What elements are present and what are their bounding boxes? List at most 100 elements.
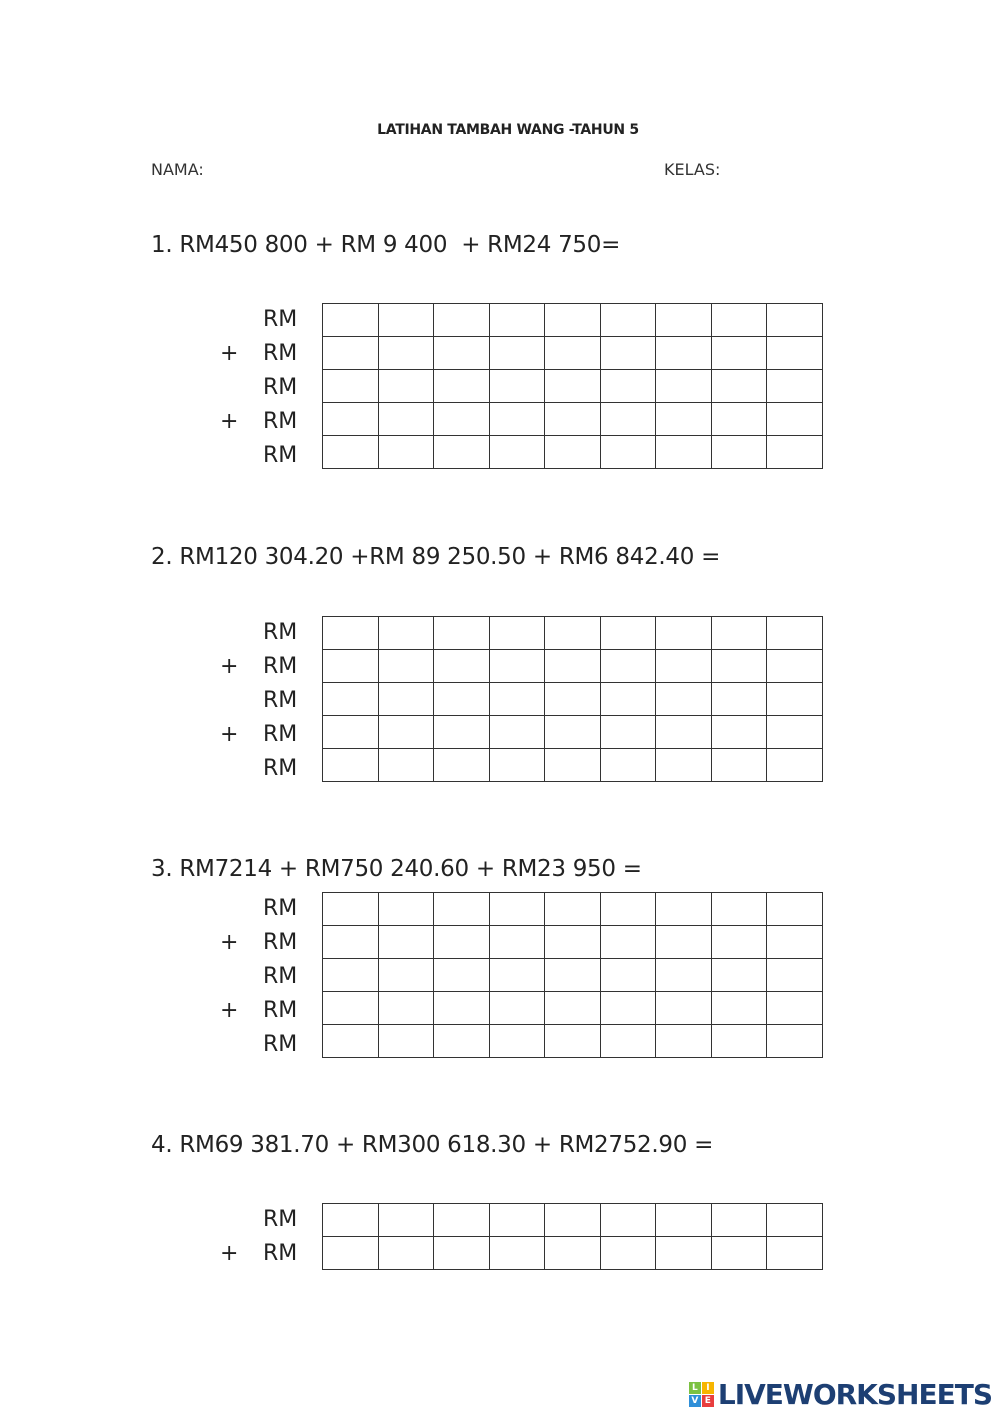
answer-cell[interactable] [545,617,601,650]
answer-cell[interactable] [323,716,379,749]
answer-cell[interactable] [600,1204,657,1237]
answer-cell[interactable] [323,749,379,782]
answer-cell[interactable] [323,436,379,469]
answer-cell[interactable] [656,1204,712,1237]
answer-cell[interactable] [323,893,379,926]
answer-cell[interactable] [767,1237,823,1270]
answer-cell[interactable] [711,959,768,992]
answer-cell[interactable] [600,1025,657,1058]
answer-cell[interactable] [545,1237,601,1270]
answer-cell[interactable] [767,683,823,716]
answer-cell[interactable] [489,749,546,782]
answer-cell[interactable] [711,749,768,782]
answer-cell[interactable] [545,926,601,959]
answer-cell[interactable] [545,959,601,992]
answer-cell[interactable] [600,617,657,650]
answer-cell[interactable] [545,436,601,469]
answer-cell[interactable] [323,683,379,716]
answer-cell[interactable] [600,650,657,683]
answer-cell[interactable] [545,893,601,926]
answer-cell[interactable] [489,1204,546,1237]
answer-cell[interactable] [323,304,379,337]
answer-cell[interactable] [545,403,601,436]
answer-cell[interactable] [378,370,435,403]
answer-cell[interactable] [711,1204,768,1237]
answer-cell[interactable] [434,403,490,436]
answer-cell[interactable] [378,337,435,370]
answer-cell[interactable] [434,716,490,749]
answer-cell[interactable] [434,749,490,782]
answer-cell[interactable] [600,893,657,926]
answer-cell[interactable] [323,959,379,992]
answer-cell[interactable] [323,617,379,650]
answer-cell[interactable] [767,337,823,370]
answer-cell[interactable] [656,926,712,959]
answer-cell[interactable] [600,370,657,403]
answer-cell[interactable] [434,617,490,650]
answer-cell[interactable] [711,337,768,370]
answer-cell[interactable] [767,650,823,683]
answer-cell[interactable] [323,1237,379,1270]
answer-cell[interactable] [767,370,823,403]
answer-cell[interactable] [489,436,546,469]
answer-cell[interactable] [656,716,712,749]
answer-cell[interactable] [489,617,546,650]
answer-cell[interactable] [656,893,712,926]
answer-cell[interactable] [656,683,712,716]
answer-cell[interactable] [711,716,768,749]
answer-cell[interactable] [434,1025,490,1058]
answer-cell[interactable] [767,617,823,650]
answer-cell[interactable] [489,650,546,683]
answer-cell[interactable] [545,650,601,683]
answer-cell[interactable] [545,1025,601,1058]
answer-cell[interactable] [656,370,712,403]
answer-cell[interactable] [434,650,490,683]
answer-cell[interactable] [378,1237,435,1270]
answer-cell[interactable] [489,959,546,992]
answer-cell[interactable] [378,304,435,337]
answer-cell[interactable] [378,403,435,436]
answer-cell[interactable] [767,926,823,959]
answer-cell[interactable] [545,304,601,337]
answer-cell[interactable] [711,403,768,436]
answer-cell[interactable] [378,650,435,683]
answer-cell[interactable] [434,304,490,337]
answer-cell[interactable] [434,1237,490,1270]
answer-cell[interactable] [656,337,712,370]
answer-cell[interactable] [656,617,712,650]
answer-cell[interactable] [656,436,712,469]
answer-cell[interactable] [378,1204,435,1237]
answer-cell[interactable] [767,1025,823,1058]
answer-cell[interactable] [434,1204,490,1237]
answer-cell[interactable] [767,1204,823,1237]
answer-cell[interactable] [378,893,435,926]
answer-cell[interactable] [434,926,490,959]
answer-cell[interactable] [711,683,768,716]
answer-cell[interactable] [378,926,435,959]
answer-cell[interactable] [489,683,546,716]
answer-cell[interactable] [378,992,435,1025]
answer-cell[interactable] [656,992,712,1025]
answer-cell[interactable] [600,1237,657,1270]
answer-cell[interactable] [323,1204,379,1237]
answer-cell[interactable] [600,992,657,1025]
answer-cell[interactable] [378,1025,435,1058]
answer-cell[interactable] [434,683,490,716]
answer-cell[interactable] [489,304,546,337]
answer-cell[interactable] [600,403,657,436]
answer-cell[interactable] [656,403,712,436]
answer-cell[interactable] [767,403,823,436]
answer-cell[interactable] [711,1025,768,1058]
answer-cell[interactable] [767,304,823,337]
answer-cell[interactable] [767,716,823,749]
answer-cell[interactable] [600,959,657,992]
answer-cell[interactable] [656,1025,712,1058]
answer-cell[interactable] [711,893,768,926]
answer-cell[interactable] [323,403,379,436]
answer-cell[interactable] [767,893,823,926]
answer-cell[interactable] [600,749,657,782]
answer-cell[interactable] [434,959,490,992]
answer-cell[interactable] [600,304,657,337]
answer-cell[interactable] [711,304,768,337]
answer-cell[interactable] [767,749,823,782]
